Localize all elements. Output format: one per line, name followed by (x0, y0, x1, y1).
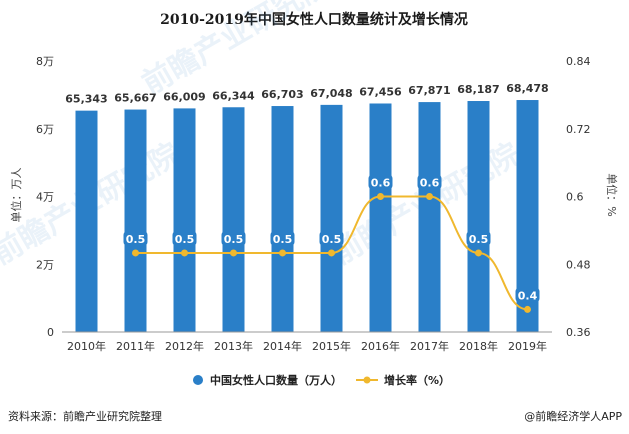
x-axis-ticks: 2010年 2011年 2012年 2013年 2014年 2015年 2016年 2017年… (67, 339, 547, 353)
growth-label-bg (172, 230, 197, 246)
growth-point (475, 249, 482, 257)
growth-point (132, 249, 139, 257)
growth-label-bg (515, 287, 540, 303)
growth-label-bg (221, 230, 246, 246)
chart-title: 2010-2019年中国女性人口数量统计及增长情况 (160, 11, 468, 28)
x-tick-label: 2014年 (263, 339, 302, 353)
source-note: 资料来源：前瞻产业研究院整理 (8, 409, 162, 423)
x-tick-label: 2016年 (361, 339, 400, 353)
growth-line-path (135, 195, 528, 311)
legend: 中国女性人口数量（万人） 增长率（%） (193, 373, 450, 387)
growth-label-bg (417, 174, 442, 190)
x-tick-label: 2018年 (459, 339, 498, 353)
left-tick-label: 6万 (36, 123, 54, 136)
growth-point (328, 249, 335, 257)
left-tick-label: 2万 (36, 258, 54, 271)
bar-value-label: 66,009 (163, 90, 205, 103)
right-tick-label: 0.84 (566, 55, 591, 68)
left-axis-ticks: 0 2万 4万 6万 8万 (36, 55, 54, 339)
bar-value-label: 66,344 (212, 89, 255, 102)
growth-value-label: 0.5 (273, 233, 293, 246)
left-tick-label: 4万 (36, 191, 54, 204)
bar (418, 102, 441, 332)
x-tick-label: 2017年 (410, 339, 449, 353)
bar-value-label: 68,478 (506, 82, 548, 95)
legend-bar-marker (193, 375, 203, 385)
growth-value-label: 0.5 (322, 233, 342, 246)
growth-value-label: 0.6 (371, 177, 391, 190)
growth-value-label: 0.6 (420, 177, 440, 190)
bar-value-label: 67,871 (408, 84, 450, 97)
growth-value-label: 0.5 (469, 233, 489, 246)
growth-label-bg (123, 230, 148, 246)
growth-point (181, 249, 188, 257)
growth-label-bg (368, 174, 393, 190)
growth-point (426, 193, 433, 200)
bar-value-label: 66,703 (261, 88, 303, 101)
growth-point (524, 305, 531, 313)
x-tick-label: 2019年 (508, 339, 547, 353)
bar-value-label: 65,667 (114, 92, 156, 105)
bar (75, 110, 98, 332)
bar (369, 103, 392, 332)
bar (124, 109, 147, 332)
x-tick-label: 2012年 (165, 339, 204, 353)
bar-value-label: 67,456 (359, 85, 402, 98)
right-tick-label: 0.48 (566, 258, 591, 271)
growth-point (377, 193, 384, 200)
growth-label-bg (270, 230, 295, 246)
left-tick-label: 0 (47, 326, 54, 339)
bar (222, 107, 245, 332)
legend-line-marker (363, 376, 371, 384)
bar-series (75, 100, 539, 333)
right-tick-label: 0.72 (566, 123, 591, 136)
bar-value-label: 65,343 (65, 93, 107, 106)
growth-value-label: 0.5 (175, 233, 195, 246)
bar (173, 108, 196, 332)
legend-line-label: 增长率（%） (384, 373, 450, 387)
bar (467, 101, 490, 332)
x-tick-label: 2011年 (116, 339, 155, 353)
x-tick-label: 2010年 (67, 339, 106, 353)
line-series: 0.5 0.5 0.5 0.5 0.5 0.6 0.6 0.5 0.4 (123, 174, 540, 313)
growth-value-label: 0.5 (224, 233, 244, 246)
growth-value-label: 0.5 (126, 233, 146, 246)
left-axis-label: 单位：万人 (9, 168, 23, 223)
bar (320, 104, 343, 332)
left-tick-label: 8万 (36, 55, 54, 68)
legend-bar-label: 中国女性人口数量（万人） (210, 373, 342, 387)
growth-label-bg (466, 230, 491, 246)
growth-value-label: 0.4 (518, 289, 538, 302)
x-tick-label: 2015年 (312, 339, 351, 353)
bar-value-label: 67,048 (310, 87, 352, 100)
bar-data-labels: 65,343 65,667 66,009 66,344 66,703 67,048 67,4… (65, 82, 548, 106)
growth-label-bg (319, 230, 344, 246)
x-tick-label: 2013年 (214, 339, 253, 353)
right-tick-label: 0.6 (566, 191, 584, 204)
right-axis-label: 单位：% (605, 173, 619, 216)
bar (271, 106, 294, 333)
brand-credit: @前瞻经济学人APP (524, 409, 622, 423)
bar-value-label: 68,187 (457, 83, 499, 96)
bar (516, 100, 539, 332)
growth-point (230, 249, 237, 257)
right-tick-label: 0.36 (566, 326, 591, 339)
right-axis-ticks: 0.36 0.48 0.6 0.72 0.84 (566, 55, 591, 339)
growth-point (279, 249, 286, 257)
